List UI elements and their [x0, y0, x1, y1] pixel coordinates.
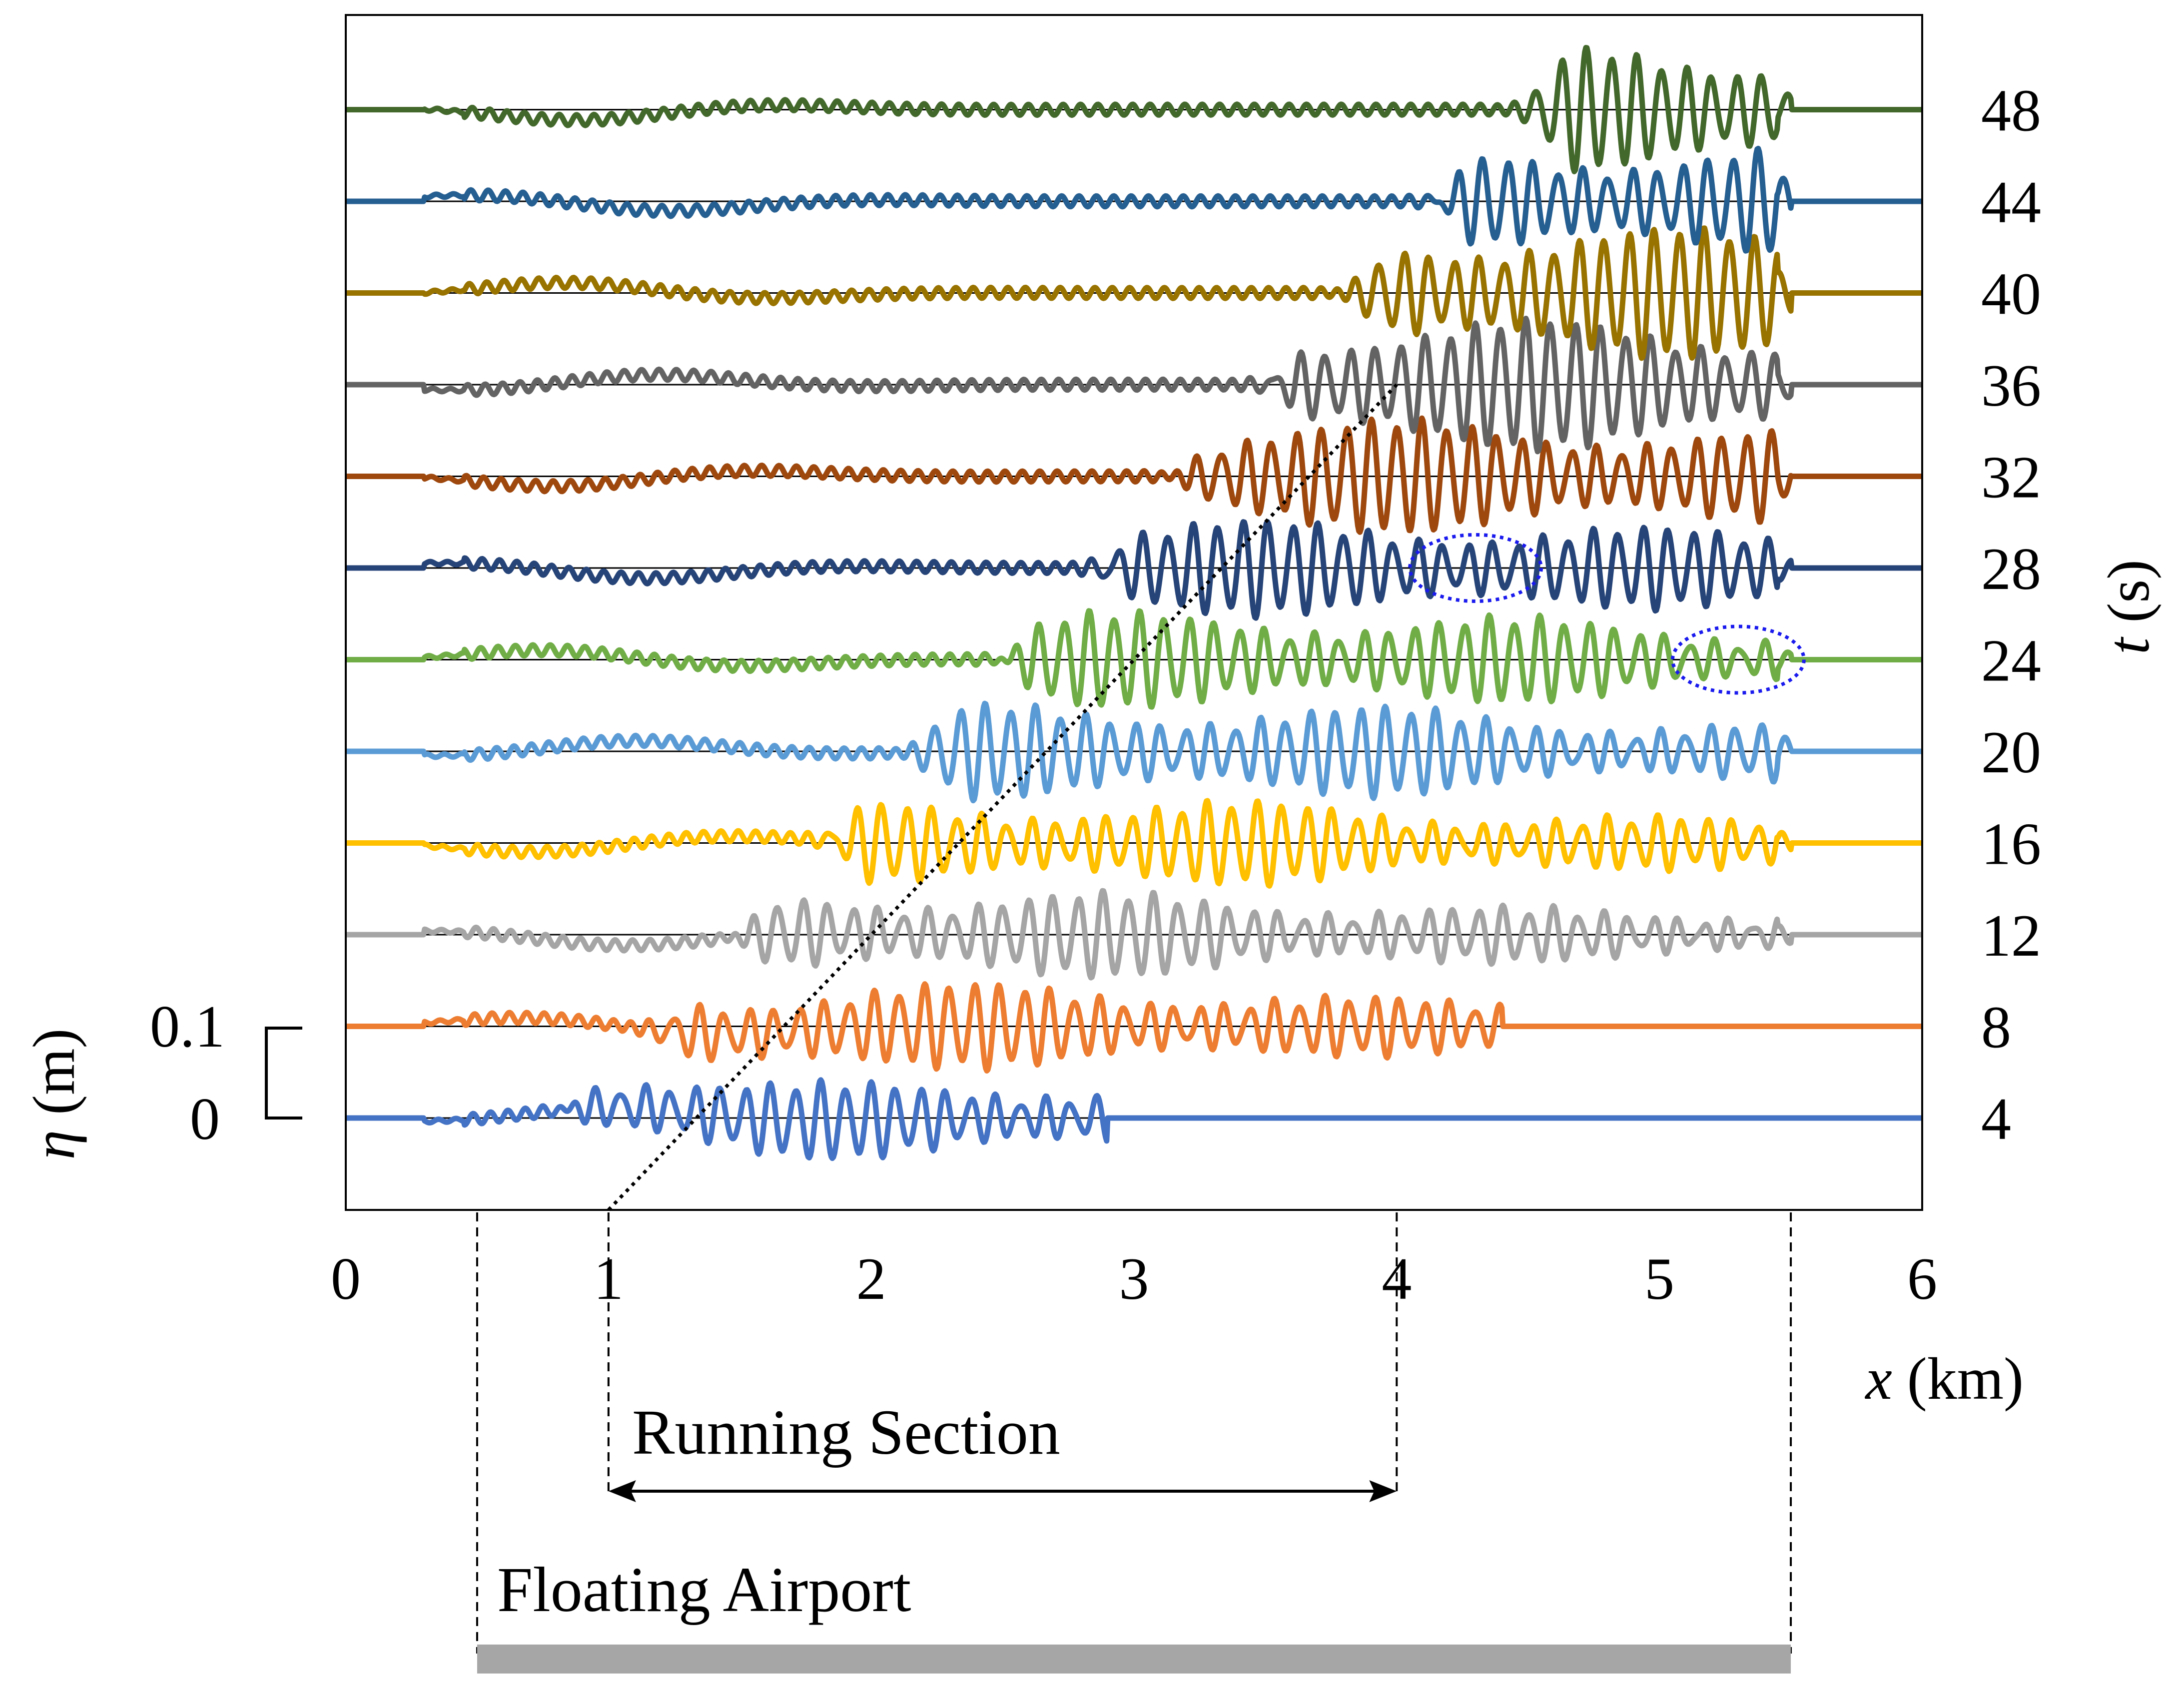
trace-t24 [344, 608, 1924, 710]
plot-frame [345, 14, 1923, 1211]
x-tick-label-1: 1 [594, 1245, 624, 1312]
wave-front-line [607, 383, 1398, 1211]
trace-t36 [344, 316, 1924, 455]
series-label-t12: 12 [1981, 902, 2041, 969]
x-tick-label-0: 0 [331, 1245, 361, 1312]
trace-t28 [344, 519, 1924, 621]
x-axis-label: x (km) [1864, 1345, 2024, 1412]
x-tick-label-2: 2 [856, 1245, 886, 1312]
trace-t12 [344, 888, 1924, 981]
trace-t44 [344, 145, 1924, 254]
series-layer [344, 44, 1924, 1161]
series-label-t8: 8 [1981, 994, 2011, 1061]
highlight-ellipse-2 [1670, 624, 1806, 695]
trace-t48 [344, 44, 1924, 174]
annotations: Running Section Floating Airport [477, 1397, 1791, 1674]
overlay-layer [476, 383, 1806, 1654]
floating-airport-label: Floating Airport [497, 1554, 911, 1625]
running-section-label: Running Section [632, 1397, 1060, 1468]
series-label-t48: 48 [1981, 77, 2041, 144]
x-tick-label-3: 3 [1119, 1245, 1149, 1312]
y-axis-label-left: η (m) [20, 1029, 87, 1160]
trace-t8 [344, 981, 1924, 1074]
series-label-t4: 4 [1981, 1086, 2011, 1152]
arrow-head-right [1369, 1480, 1397, 1502]
series-label-t16: 16 [1981, 811, 2041, 877]
arrow-head-left [608, 1480, 636, 1502]
series-label-t24: 24 [1981, 627, 2041, 694]
series-label-t36: 36 [1981, 352, 2041, 419]
x-tick-label-4: 4 [1382, 1245, 1412, 1312]
x-tick-layer: 0 1 2 3 4 5 6 [331, 1245, 1937, 1312]
trace-t16 [344, 798, 1924, 889]
series-label-t28: 28 [1981, 536, 2041, 602]
scale-bracket [265, 1027, 302, 1120]
floating-airport-bar [477, 1645, 1791, 1674]
series-label-t44: 44 [1981, 169, 2041, 235]
trace-t20 [344, 700, 1924, 804]
x-tick-label-6: 6 [1907, 1245, 1937, 1312]
scale-bar-top-label: 0.1 [150, 993, 225, 1060]
series-label-t40: 40 [1981, 261, 2041, 327]
amplitude-scale-bar: 0.1 0 [150, 993, 302, 1152]
trace-t32 [344, 415, 1924, 535]
trace-t40 [344, 225, 1924, 361]
scale-bar-bottom-label: 0 [190, 1086, 220, 1152]
trace-t4 [344, 1077, 1924, 1161]
series-label-t20: 20 [1981, 719, 2041, 785]
highlight-ellipse-1 [1408, 533, 1543, 603]
series-label-t32: 32 [1981, 444, 2041, 511]
y-axis-label-right: t (s) [2095, 560, 2162, 654]
x-tick-label-5: 5 [1644, 1245, 1674, 1312]
